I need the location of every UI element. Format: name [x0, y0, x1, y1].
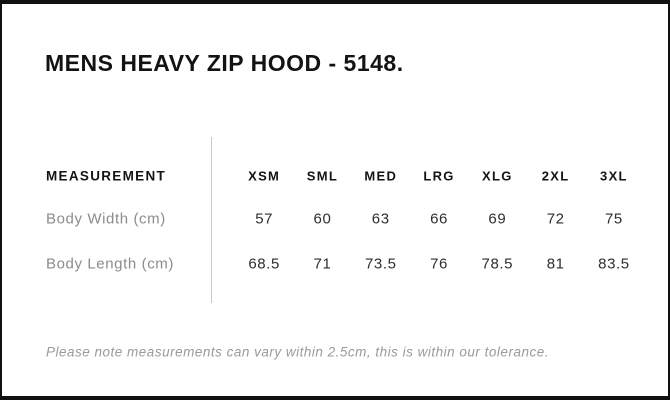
cell-value: 81 [546, 255, 565, 273]
table-row-body-length: Body Length (cm) 68.5 71 73.5 76 78.5 81… [46, 256, 643, 273]
cell-value: 75 [604, 210, 623, 228]
cell-value: 76 [430, 255, 448, 273]
table-row-body-width: Body Width (cm) 57 60 63 66 69 72 75 [46, 211, 643, 228]
column-divider [211, 137, 212, 303]
tolerance-note: Please note measurements can vary within… [46, 344, 549, 360]
size-column-header-2xl: 2XL [541, 168, 570, 184]
size-column-header-3xl: 3XL [600, 168, 628, 184]
cell-value: 73.5 [364, 255, 397, 273]
cell-value: 68.5 [248, 255, 280, 273]
cell-value: 71 [313, 255, 332, 273]
size-column-header-xsm: XSM [248, 168, 281, 184]
cell-value: 57 [255, 210, 274, 228]
row-label: Body Width (cm) [46, 210, 166, 228]
cell-value: 60 [313, 210, 332, 228]
measurement-column-header: MEASUREMENT [46, 168, 167, 184]
size-column-header-xlg: XLG [482, 168, 513, 184]
cell-value: 63 [371, 210, 390, 228]
row-label: Body Length (cm) [46, 255, 174, 273]
size-column-header-lrg: LRG [423, 168, 455, 184]
cell-value: 83.5 [598, 255, 630, 273]
cell-value: 66 [430, 210, 448, 228]
size-column-header-sml: SML [306, 168, 339, 184]
size-column-header-med: MED [364, 168, 398, 184]
table-header-row: MEASUREMENT XSM SML MED LRG XLG 2XL 3XL [46, 169, 643, 184]
cell-value: 69 [488, 210, 507, 228]
cell-value: 72 [546, 210, 565, 228]
cell-value: 78.5 [481, 255, 514, 273]
page-title: MENS HEAVY ZIP HOOD - 5148. [45, 50, 404, 76]
